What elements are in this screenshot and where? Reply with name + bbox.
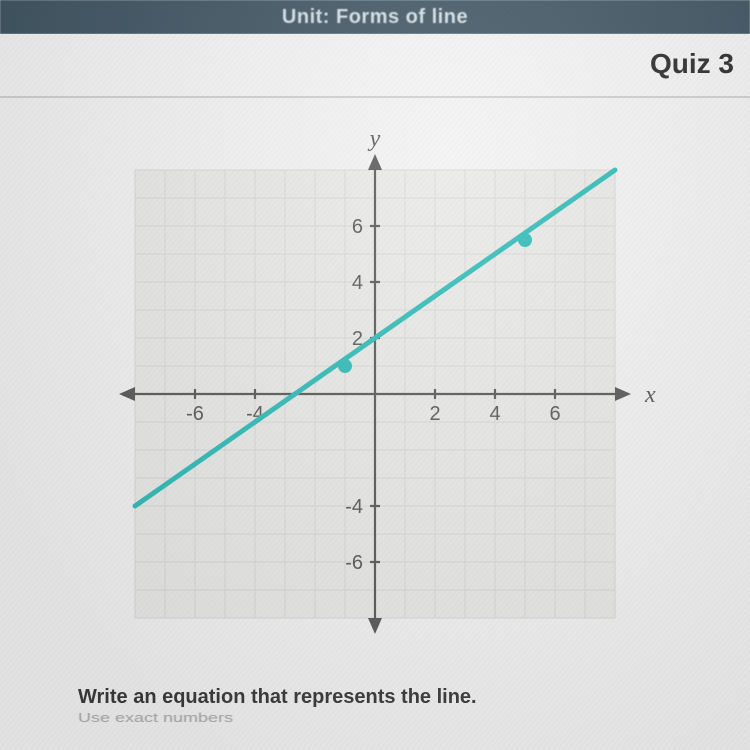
svg-text:y: y — [368, 126, 381, 152]
unit-banner: Unit: Forms of line — [0, 0, 750, 34]
page-frame: Unit: Forms of line Quiz 3 -6-4246246-4-… — [0, 0, 750, 750]
prompt-sub: Use exact numbers — [78, 711, 477, 726]
unit-banner-text: Unit: Forms of line — [282, 6, 468, 28]
svg-text:4: 4 — [352, 272, 363, 294]
svg-text:6: 6 — [352, 216, 363, 238]
svg-text:4: 4 — [489, 403, 500, 425]
svg-text:-6: -6 — [186, 403, 204, 425]
coordinate-graph: -6-4246246-4-6yx — [80, 118, 670, 658]
svg-text:-4: -4 — [345, 496, 363, 518]
content-area: -6-4246246-4-6yx Write an equation that … — [0, 98, 750, 750]
quiz-title: Quiz 3 — [650, 48, 734, 80]
svg-text:x: x — [644, 382, 656, 408]
graph-container: -6-4246246-4-6yx — [80, 118, 670, 678]
svg-text:2: 2 — [429, 403, 440, 425]
prompt-main: Write an equation that represents the li… — [78, 686, 477, 709]
svg-text:6: 6 — [549, 403, 560, 425]
quiz-header: Quiz 3 — [0, 34, 750, 98]
question-prompt: Write an equation that represents the li… — [78, 686, 477, 732]
svg-text:-6: -6 — [345, 552, 363, 574]
